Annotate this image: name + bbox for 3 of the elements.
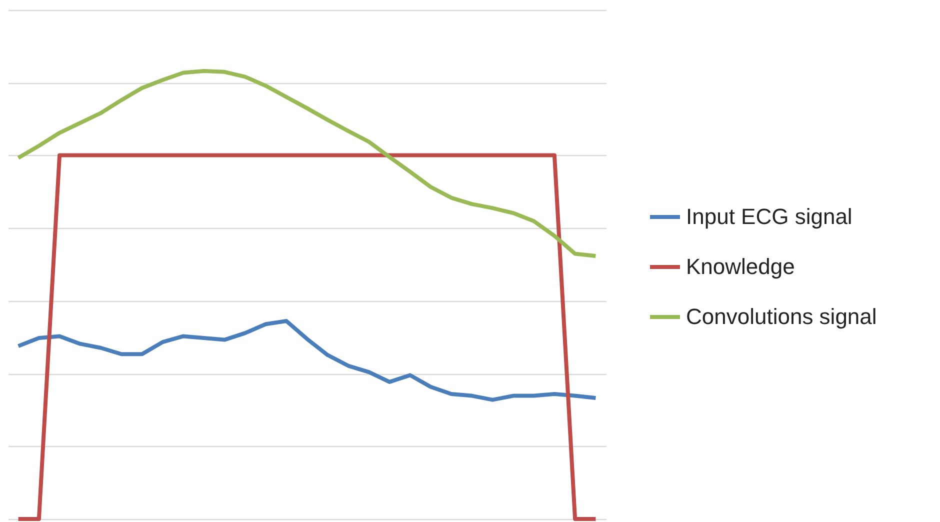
legend-label: Knowledge [686,254,795,279]
legend-label: Input ECG signal [686,204,852,229]
legend-label: Convolutions signal [686,304,877,329]
